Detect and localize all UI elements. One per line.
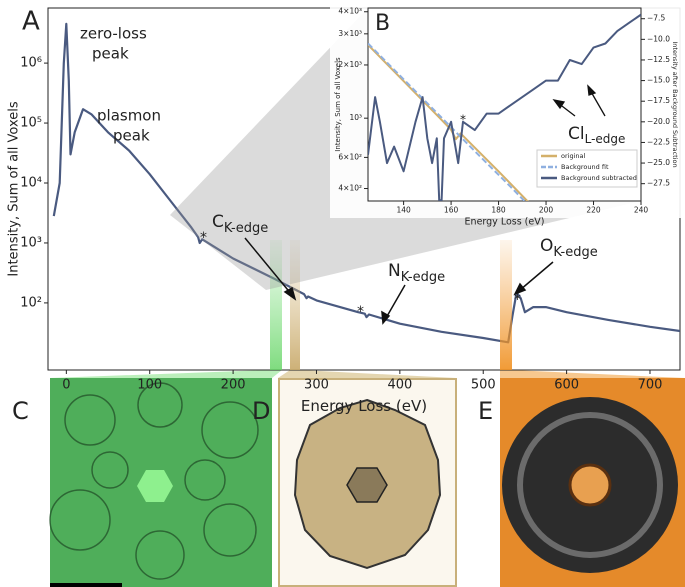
panel-label: D <box>252 397 270 425</box>
o-band <box>500 240 512 370</box>
edge: N <box>388 261 401 281</box>
y2-tick-label: −22.5 <box>647 137 670 146</box>
x-tick-label: 100 <box>137 378 162 393</box>
panel-label: B <box>375 11 390 36</box>
y-tick-label: 10⁴ <box>20 176 42 191</box>
image-c-texture <box>49 382 259 580</box>
y2-tick-label: −12.5 <box>647 55 670 64</box>
y-axis-label: Intensity, Sum of all Voxels <box>334 57 342 152</box>
x-tick-label: 700 <box>638 378 663 393</box>
annotation: CK-edge <box>212 212 268 236</box>
edge: Cl <box>568 124 585 144</box>
image-e-pore <box>568 463 612 507</box>
y-tick-label: 10³ <box>349 113 362 122</box>
edge-sub: K-edge <box>401 270 445 285</box>
band-fan <box>278 370 456 378</box>
arrows <box>244 237 554 325</box>
annotation: zero-loss <box>80 25 147 43</box>
annotation: ClL-edge <box>568 124 625 146</box>
y2-tick-label: −17.5 <box>647 96 670 105</box>
annotation: peak <box>92 45 129 63</box>
legend: original Background fit Background subtrac… <box>536 149 638 188</box>
y2-tick-label: −10.0 <box>647 34 670 43</box>
x-tick-label: 500 <box>471 378 496 393</box>
panel-label: A <box>22 7 40 37</box>
y-axis-label: Intensity, Sum of all Voxels <box>7 101 22 276</box>
y-tick-label: 3×10³ <box>338 29 362 38</box>
x-tick-label: 0 <box>62 378 70 393</box>
asterisk: * <box>460 113 466 127</box>
x-axis-label: Energy Loss (eV) <box>301 397 427 415</box>
data-line <box>52 22 680 344</box>
legend-label: Background fit <box>561 163 609 171</box>
legend-label: original <box>561 152 585 160</box>
y2-tick-label: −27.5 <box>647 179 670 188</box>
x-tick-label: 200 <box>539 206 554 215</box>
band-fan <box>50 370 282 378</box>
asterisk: * <box>514 292 521 308</box>
asterisk: * <box>357 304 364 320</box>
image-e-ring <box>517 412 663 558</box>
data-line <box>368 13 641 201</box>
hexagon <box>346 467 388 503</box>
annotation: NK-edge <box>388 261 445 285</box>
x-axis-label: Energy Loss (eV) <box>465 217 545 228</box>
inset-chart: 140 160 180 200 220 240 4×10² 6×10² 10³ 2×10³ 3×10… <box>334 7 679 228</box>
x-tick-label: 160 <box>444 206 459 215</box>
y2-tick-label: −7.5 <box>647 14 665 23</box>
edge-sub: L-edge <box>585 132 626 146</box>
x-tick-label: 200 <box>221 378 246 393</box>
y-tick-label: 10² <box>20 295 42 310</box>
annotation: plasmon <box>97 107 161 125</box>
zoom-wedge <box>170 8 641 290</box>
y2-tick-label: −25.0 <box>647 158 670 167</box>
panel-label: C <box>12 397 29 425</box>
panel-label: E <box>478 397 493 425</box>
edge: O <box>540 236 553 256</box>
legend-label: Background subtracted <box>561 174 637 182</box>
x-tick-label: 400 <box>387 378 412 393</box>
asterisk: * <box>200 230 207 246</box>
y-tick-label: 10⁵ <box>20 116 42 131</box>
y-tick-label: 6×10² <box>338 152 362 161</box>
band-fan <box>500 370 685 378</box>
x-tick-label: 140 <box>396 206 411 215</box>
edge-sub: K-edge <box>224 221 268 236</box>
x-tick-label: 220 <box>586 206 601 215</box>
y-tick-label: 10⁶ <box>20 56 42 71</box>
x-tick-label: 300 <box>304 378 329 393</box>
edge-sub: K-edge <box>553 245 597 260</box>
x-tick-label: 180 <box>491 206 506 215</box>
annotation: OK-edge <box>540 236 598 260</box>
y2-axis-label: Intensity after Background Subtraction <box>671 41 679 167</box>
annotation: peak <box>113 127 150 145</box>
y-tick-label: 4×10³ <box>338 7 362 16</box>
y-tick-label: 4×10² <box>338 184 362 193</box>
data-line <box>368 42 526 201</box>
y-tick-label: 2×10³ <box>338 60 362 69</box>
c-band <box>290 240 300 370</box>
scale-bar <box>50 583 122 587</box>
y-tick-label: 10³ <box>20 235 42 250</box>
x-tick-label: 240 <box>634 206 649 215</box>
main-chart: 0 100 200 300 400 500 600 700 10² 10³ 10⁴ 10⁵ 10⁶ Ene… <box>7 22 680 415</box>
hexagon <box>137 470 173 502</box>
y2-tick-label: −20.0 <box>647 117 670 126</box>
arrows <box>552 84 606 117</box>
edge: C <box>212 212 224 232</box>
x-tick-label: 600 <box>554 378 579 393</box>
y2-tick-label: −15.0 <box>647 76 670 85</box>
panel-images <box>49 370 685 587</box>
